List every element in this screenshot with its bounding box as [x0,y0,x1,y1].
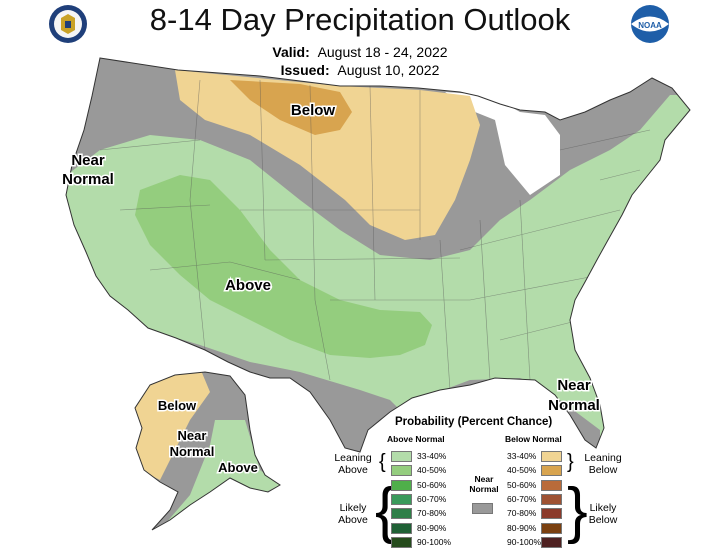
label-below-north: Below [291,102,336,119]
legend-above-item-label: 90-100% [417,536,452,547]
legend-below-item-label: 33-40% [507,451,537,461]
legend-below-item-label: 80-90% [507,522,537,533]
label-above-sw: Above [225,277,271,294]
legend-above-item-swatch [391,479,412,491]
legend-near-normal-label: Near Normal [469,474,499,494]
legend-below-item-label: 70-80% [507,508,537,519]
legend-below-item-swatch [541,451,562,462]
issued-line: Issued: August 10, 2022 [0,62,720,78]
legend-below-header: Below Normal [505,434,562,444]
legend-likely-below: Likely Below [588,502,618,526]
legend-leaning-above: Leaning Above [334,452,372,476]
label-ak-near-1: Near [178,428,207,443]
alaska-outline [134,371,281,531]
issued-label: Issued: [280,62,330,78]
label-near-se-2: Normal [548,397,600,414]
legend-above-item-label: 33-40% [417,451,447,461]
legend-above-item-label: 70-80% [417,508,447,519]
valid-value: August 18 - 24, 2022 [317,44,448,60]
legend-above-item-label: 60-70% [417,493,447,504]
legend-title: Probability (Percent Chance) [395,416,553,428]
legend-above-item-swatch [391,465,412,477]
legend-below-item-label: 60-70% [507,493,537,504]
issued-value: August 10, 2022 [337,62,440,78]
conus-outline [65,57,691,453]
noaa-logo-icon: NOAA [631,5,669,43]
label-ak-near-2: Normal [170,444,215,459]
above-33-40-region [66,95,690,440]
doc-seal-icon [49,5,87,43]
legend-near-normal-swatch [472,503,493,514]
legend-below-item-label: 40-50% [507,465,537,476]
legend-above-item-swatch [391,451,412,462]
legend-leaning-below: Leaning Below [584,452,622,476]
legend-below-item-swatch [541,536,562,548]
legend-below-item-label: 90-100% [507,536,542,547]
legend-above-item-swatch [391,493,412,505]
legend-brace-leaning-below: } [567,451,574,473]
legend-above-header: Above Normal [387,434,445,444]
ak-below-region [135,372,210,480]
legend-below-item-swatch [541,522,562,534]
legend-above-item-swatch [391,508,412,520]
ak-above-region [160,420,280,530]
legend-above-item-label: 40-50% [417,465,447,476]
legend-brace-likely-below: } [567,476,588,545]
legend-below-item-swatch [541,508,562,520]
valid-label: Valid: [272,44,310,60]
legend-brace-likely-above: { [375,476,396,545]
legend-below-item-swatch [541,465,562,477]
svg-text:NOAA: NOAA [638,21,662,30]
label-near-se-1: Near [557,377,591,394]
page-title: 8-14 Day Precipitation Outlook [149,2,571,37]
label-near-west-2: Normal [62,171,114,188]
below-33-40-region [175,70,480,240]
legend-brace-leaning-above: { [379,451,386,473]
label-ak-below: Below [158,398,197,413]
valid-line: Valid: August 18 - 24, 2022 [0,44,720,60]
legend-likely-above: Likely Above [338,502,368,526]
legend-above-item-swatch [391,522,412,534]
legend-above-item-swatch [391,536,412,548]
legend-below-item-swatch [541,493,562,505]
legend-above-item-label: 80-90% [417,522,447,533]
legend-above-item-label: 50-60% [417,479,447,490]
above-40-50-region [135,175,432,358]
label-ak-above: Above [218,460,258,475]
legend-below-item-label: 50-60% [507,479,537,490]
legend-below-item-swatch [541,479,562,491]
legend: Probability (Percent Chance) Above Norma… [325,414,625,554]
label-near-west-1: Near [71,152,105,169]
